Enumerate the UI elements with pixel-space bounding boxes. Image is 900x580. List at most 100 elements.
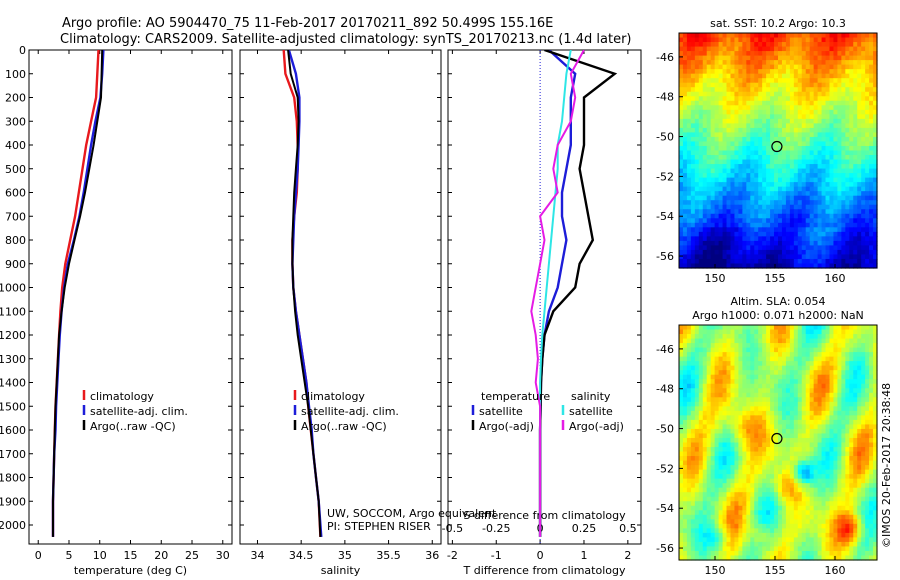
map-cell xyxy=(845,388,850,394)
map-cell xyxy=(853,347,858,353)
map-cell xyxy=(714,69,720,75)
map-cell xyxy=(770,132,775,138)
map-cell xyxy=(849,69,854,75)
map-cell xyxy=(865,428,870,435)
map-cell xyxy=(865,442,870,448)
map-cell xyxy=(686,406,692,412)
map-cell xyxy=(785,374,791,380)
map-cell xyxy=(817,159,823,165)
map-cell xyxy=(698,118,704,124)
map-cell xyxy=(750,127,755,134)
map-cell xyxy=(853,150,858,156)
map-cell xyxy=(770,213,775,219)
map-cell xyxy=(718,397,724,403)
map-cell xyxy=(793,168,799,174)
map-cell xyxy=(869,69,874,75)
map-cell xyxy=(770,347,775,353)
map-cell xyxy=(766,96,771,102)
s-diff-tick-label: -0.25 xyxy=(482,522,510,535)
map-cell xyxy=(762,209,767,215)
map-cell xyxy=(813,164,819,170)
map-cell xyxy=(762,200,767,206)
map-cell xyxy=(682,245,688,251)
map-cell xyxy=(758,132,763,138)
map-cell xyxy=(702,356,708,362)
map-cell xyxy=(833,182,838,188)
map-cell xyxy=(857,91,862,97)
map-cell xyxy=(873,105,878,111)
map-cell xyxy=(817,410,823,416)
map-cell xyxy=(805,388,811,394)
map-cell xyxy=(793,145,799,152)
map-cell xyxy=(813,204,819,210)
map-cell xyxy=(746,401,751,407)
map-cell xyxy=(762,240,767,246)
map-cell xyxy=(726,469,732,475)
map-cell xyxy=(722,483,728,489)
map-cell xyxy=(718,150,724,156)
map-cell xyxy=(758,123,763,129)
map-cell xyxy=(825,419,831,426)
map-cell xyxy=(730,145,736,152)
map-cell xyxy=(833,379,838,385)
map-cell xyxy=(722,42,728,48)
map-cell xyxy=(865,370,870,376)
map-cell xyxy=(698,388,704,394)
map-cell xyxy=(813,410,819,416)
map-cell xyxy=(809,164,815,170)
map-cell xyxy=(754,114,759,120)
map-cell xyxy=(722,428,728,435)
map-cell xyxy=(738,132,743,138)
map-cell xyxy=(722,55,728,61)
map-cell xyxy=(738,145,743,152)
map-cell xyxy=(845,456,850,462)
map-cell xyxy=(869,388,874,394)
map-cell xyxy=(833,460,838,466)
map-cell xyxy=(801,91,807,97)
map-cell xyxy=(766,474,771,480)
map-cell xyxy=(869,374,874,380)
map-cell xyxy=(789,209,795,215)
map-cell xyxy=(690,173,696,179)
map-cell xyxy=(833,114,838,120)
map-cell xyxy=(694,433,700,439)
map-cell xyxy=(750,213,755,219)
map-cell xyxy=(841,114,846,120)
map-cell xyxy=(793,191,799,197)
map-cell xyxy=(758,356,763,362)
map-cell xyxy=(801,127,807,134)
map-cell xyxy=(762,145,767,152)
map-cell xyxy=(793,222,799,228)
y-tick-label: 500 xyxy=(5,163,26,176)
map-cell xyxy=(770,352,775,358)
map-cell xyxy=(825,424,831,430)
map-cell xyxy=(845,451,850,457)
map-cell xyxy=(778,505,783,511)
map-cell xyxy=(793,437,799,444)
map-cell xyxy=(821,483,827,489)
map-cell xyxy=(686,37,692,43)
map-cell xyxy=(869,240,874,246)
map-cell xyxy=(710,254,716,260)
map-cell xyxy=(849,424,854,430)
map-cell xyxy=(817,69,823,75)
map-cell xyxy=(809,343,815,349)
map-cell xyxy=(742,263,747,269)
map-cell xyxy=(797,105,803,111)
map-cell xyxy=(809,231,815,237)
y-tick-label: 1700 xyxy=(0,448,26,461)
map-cell xyxy=(766,325,771,331)
map-cell xyxy=(865,245,870,251)
map-cell xyxy=(861,109,866,115)
map-cell xyxy=(845,437,850,444)
map-cell xyxy=(690,343,696,349)
map-cell xyxy=(710,141,716,147)
map-cell xyxy=(817,109,823,115)
map-cell xyxy=(702,100,708,106)
map-cell xyxy=(857,415,862,421)
map-cell xyxy=(758,424,763,430)
map-cell xyxy=(809,159,815,165)
map-cell xyxy=(793,415,799,421)
map-cell xyxy=(797,91,803,97)
map-cell xyxy=(754,37,759,43)
